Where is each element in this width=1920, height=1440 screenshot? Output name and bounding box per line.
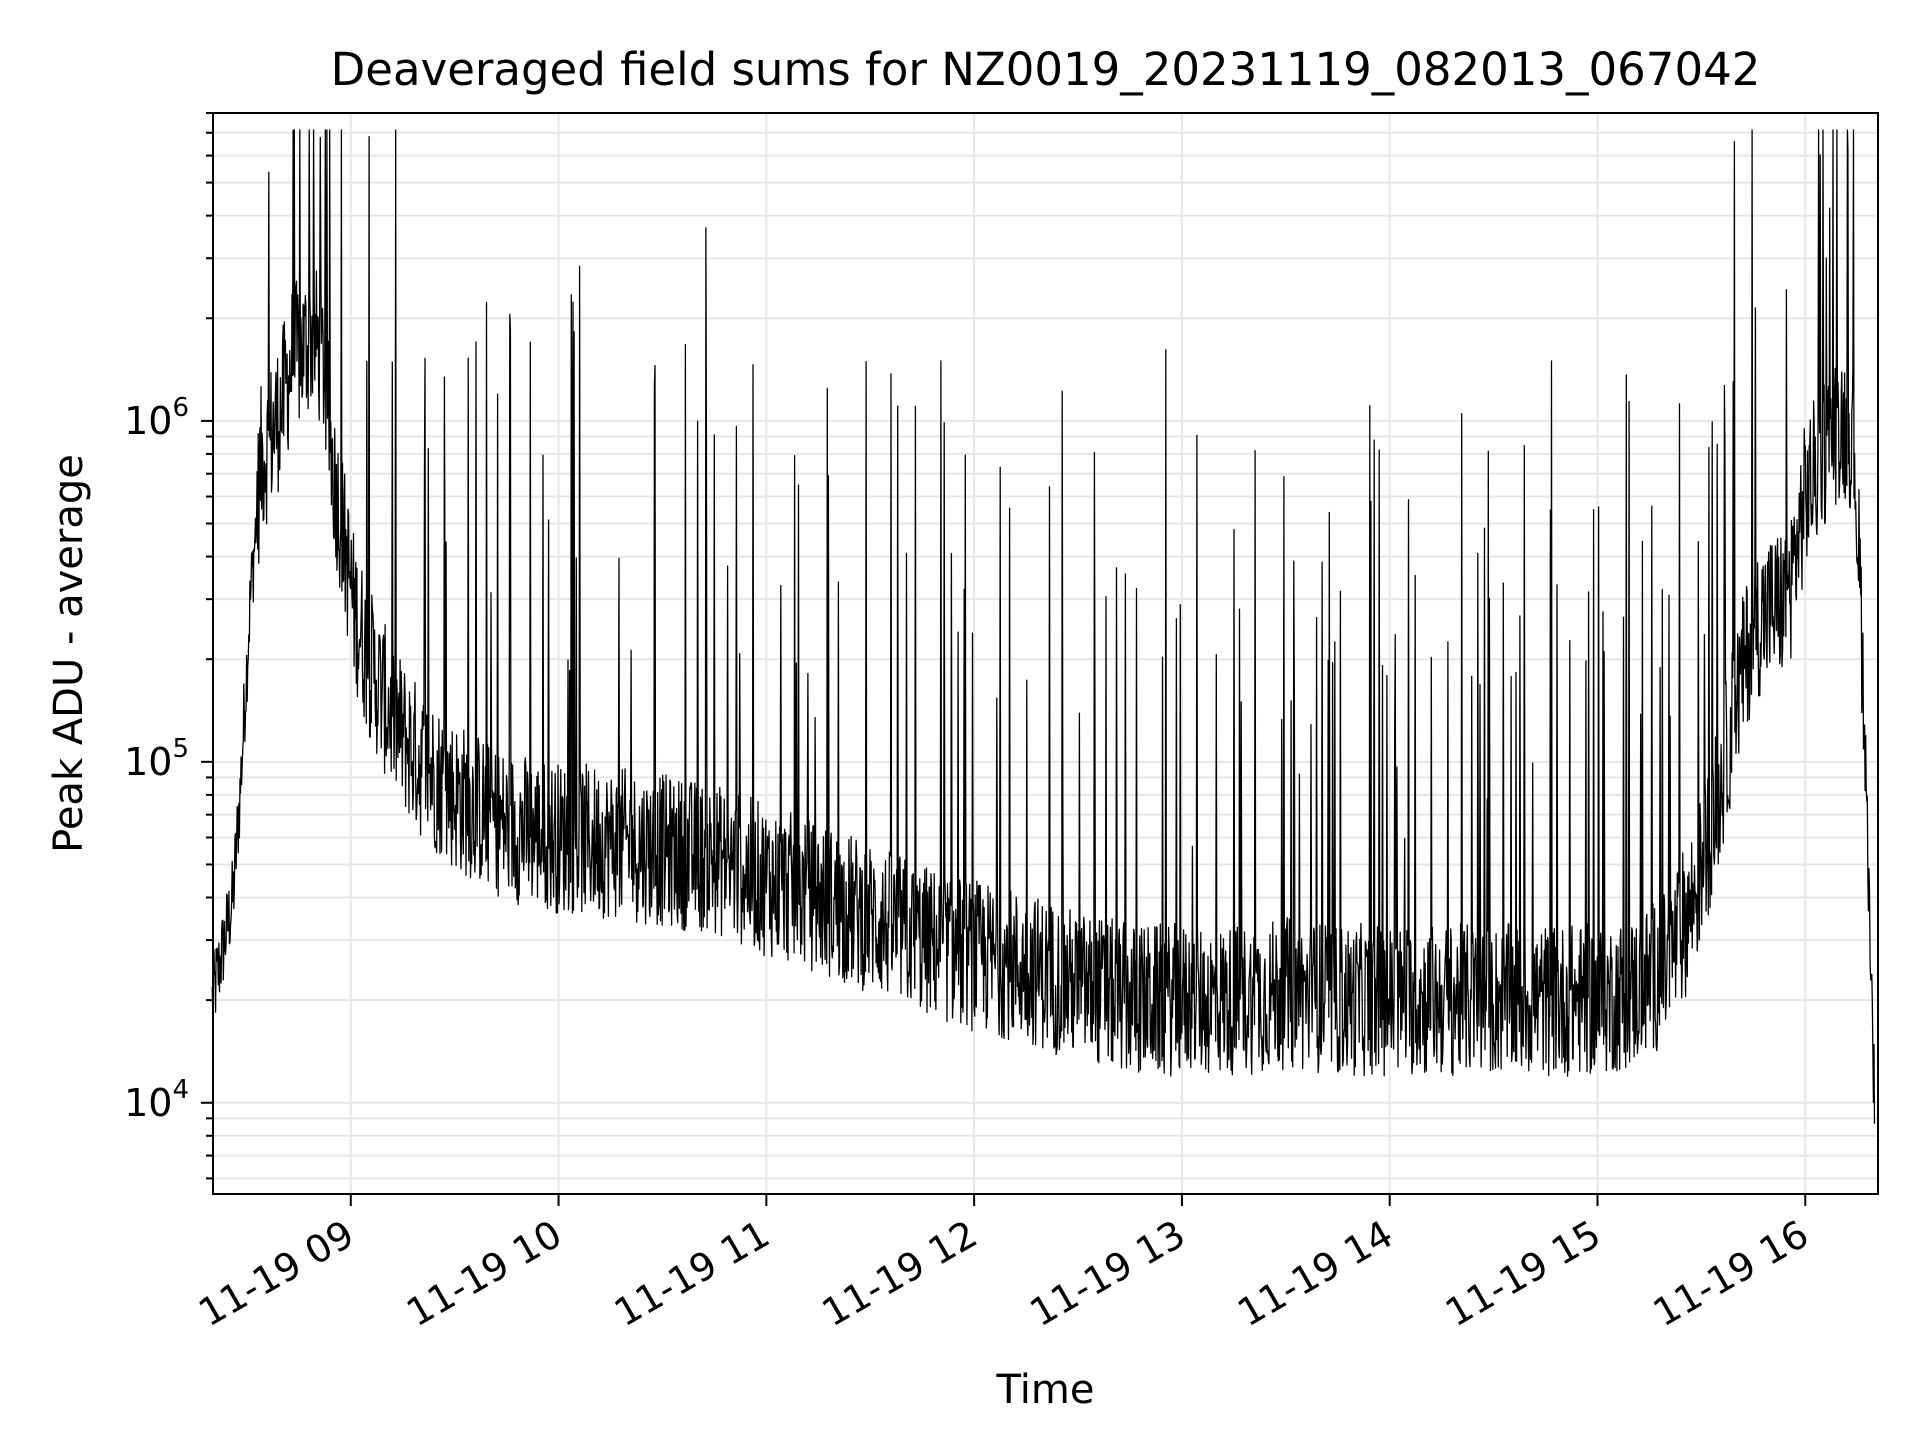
y-tick-label: 104 (124, 1075, 189, 1125)
chart-title: Deaveraged field sums for NZ0019_2023111… (331, 43, 1761, 96)
y-axis-label: Peak ADU - average (46, 454, 92, 853)
plot-frame (212, 112, 1879, 1195)
y-tick-label: 106 (124, 393, 189, 443)
series-layer (211, 129, 1876, 1124)
y-tick-label: 105 (124, 734, 189, 784)
x-axis-label: Time (996, 1367, 1095, 1413)
series-line (211, 129, 1876, 1124)
